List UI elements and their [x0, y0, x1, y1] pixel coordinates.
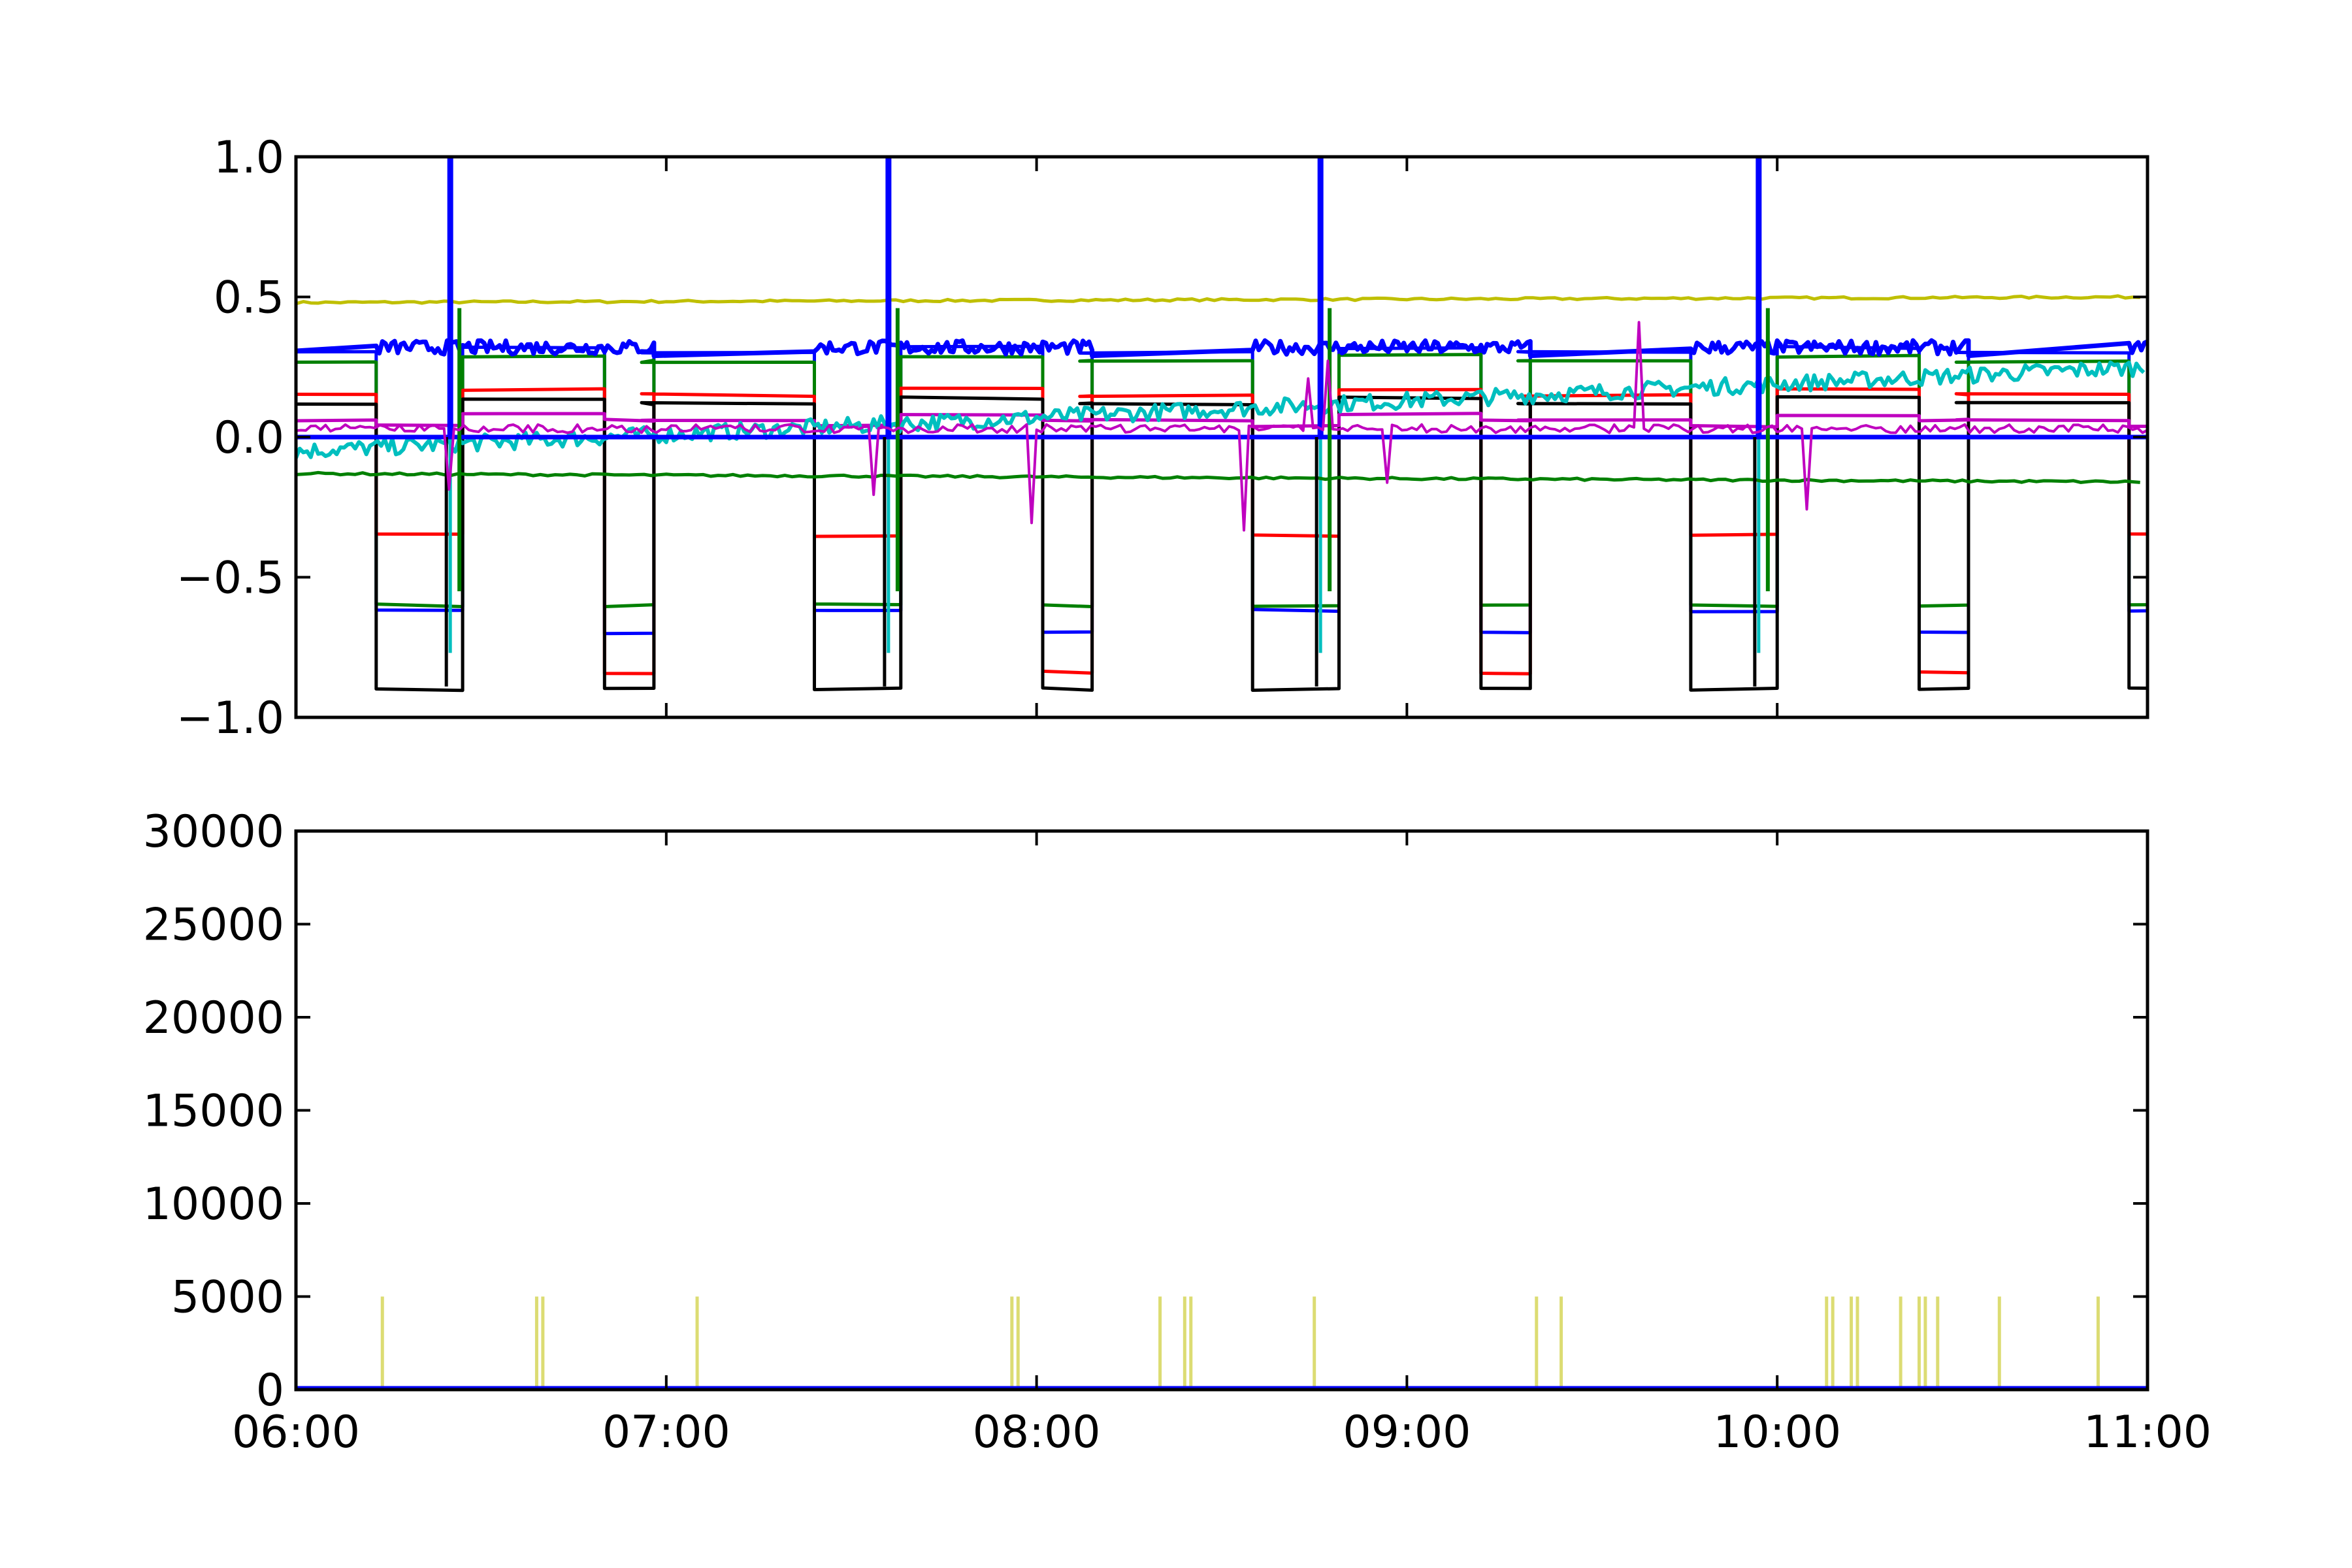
bottom-ytick-label: 10000 [143, 1179, 284, 1230]
series-line-4-red [296, 386, 2148, 676]
series-line-5-black [296, 395, 2148, 693]
top-ytick-label: −0.5 [176, 553, 284, 604]
bottom-ytick-label: 25000 [143, 900, 284, 951]
top-ytick-label: 0.5 [214, 272, 284, 324]
bottom-series-bars [296, 1296, 2148, 1390]
bottom-xtick-label: 11:00 [2083, 1407, 2212, 1458]
top-ytick-label: 1.0 [214, 132, 284, 184]
series-line-1-yellow [296, 294, 2140, 306]
bottom-ytick-label: 20000 [143, 992, 284, 1044]
bottom-ytick-label: 15000 [143, 1086, 284, 1137]
bottom-xtick-label: 07:00 [602, 1407, 730, 1458]
series-line-8-green [296, 470, 2140, 484]
bottom-xtick-label: 08:00 [973, 1407, 1101, 1458]
top-ytick-label: −1.0 [176, 693, 284, 744]
top-series-lines [296, 157, 2148, 693]
series-line-6-magenta [296, 412, 2148, 429]
bottom-xtick-label: 09:00 [1343, 1407, 1471, 1458]
top-panel: 1.0 0.5 0.0 −0.5 −1.0 [176, 132, 2149, 744]
bottom-xtick-label: 06:00 [232, 1407, 360, 1458]
bottom-ytick-label: 30000 [143, 806, 284, 858]
top-axis-ticks: 1.0 0.5 0.0 −0.5 −1.0 [176, 132, 2149, 744]
series-noise-magenta [296, 321, 2148, 532]
bottom-ytick-label: 0 [256, 1365, 284, 1416]
series-line-3-green [296, 353, 2148, 608]
bottom-panel: 30000 25000 20000 15000 10000 5000 006:00 07:00… [143, 806, 2212, 1458]
bottom-axis-ticks: 30000 25000 20000 15000 10000 5000 006:00 07:00… [143, 806, 2212, 1458]
bottom-xtick-label: 10:00 [1713, 1407, 1841, 1458]
series-band-blue [296, 338, 2148, 359]
bottom-ytick-label: 5000 [171, 1272, 284, 1324]
top-ytick-label: 0.0 [214, 412, 284, 464]
